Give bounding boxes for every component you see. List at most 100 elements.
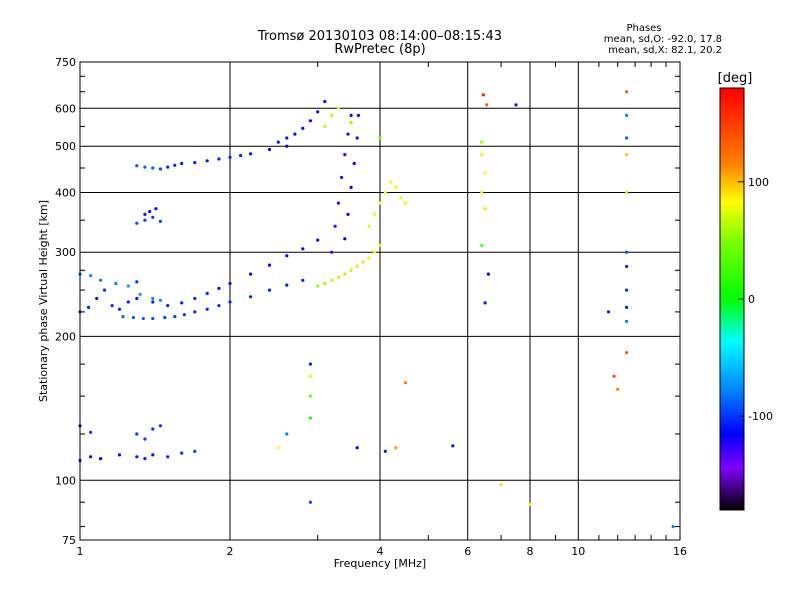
x-axis-label: Frequency [MHz] xyxy=(334,557,426,570)
data-point xyxy=(316,110,320,114)
colorbar-ticks: 100 0 -100 xyxy=(738,176,773,423)
data-point xyxy=(166,304,170,308)
y-tick-label: 75 xyxy=(62,534,76,547)
plot-frame xyxy=(79,61,681,541)
data-point xyxy=(625,136,629,140)
data-point xyxy=(323,124,327,128)
x-tick-label: 8 xyxy=(527,545,534,558)
colorbar-tick-label: 0 xyxy=(748,293,755,306)
data-point xyxy=(86,305,91,309)
data-point xyxy=(267,147,272,152)
data-point xyxy=(151,453,155,457)
data-point xyxy=(285,283,289,287)
data-point xyxy=(148,209,152,214)
chart-title: Tromsø 20130103 08:14:00–08:15:43 xyxy=(257,29,502,44)
y-tick-label: 500 xyxy=(55,140,76,153)
colorbar-tick-label: -100 xyxy=(748,410,773,423)
data-point xyxy=(361,260,365,264)
x-tick-label: 16 xyxy=(673,545,687,558)
data-point xyxy=(228,281,232,286)
data-point xyxy=(330,278,334,282)
data-point xyxy=(389,180,393,184)
data-point xyxy=(349,268,353,272)
data-point xyxy=(193,310,197,314)
x-tick-label: 4 xyxy=(377,545,384,558)
data-point xyxy=(480,153,484,157)
data-point xyxy=(301,126,305,130)
data-point xyxy=(205,159,209,163)
data-point xyxy=(249,295,253,299)
data-point xyxy=(336,201,340,205)
data-point xyxy=(121,315,125,319)
data-point xyxy=(308,119,312,123)
data-point xyxy=(249,152,253,156)
data-point xyxy=(483,207,487,211)
data-point xyxy=(378,201,382,205)
data-point xyxy=(403,201,408,205)
data-point xyxy=(612,374,616,378)
data-point xyxy=(336,275,340,279)
data-point xyxy=(276,140,280,144)
data-point xyxy=(481,93,485,97)
data-point xyxy=(163,315,167,320)
data-point xyxy=(126,284,130,288)
y-tick-label: 100 xyxy=(55,474,76,487)
data-point xyxy=(180,161,184,166)
data-point xyxy=(249,272,253,276)
data-point xyxy=(217,157,221,161)
data-point xyxy=(343,237,347,241)
data-point xyxy=(110,304,114,308)
data-point xyxy=(293,132,297,136)
data-point xyxy=(158,219,162,223)
y-axis-label: Stationary phase Virtual Height [km] xyxy=(37,200,50,402)
data-point xyxy=(158,424,162,428)
data-point xyxy=(99,457,103,461)
data-point xyxy=(135,296,139,301)
data-point xyxy=(316,238,320,242)
data-point xyxy=(151,316,155,321)
data-point xyxy=(625,153,629,157)
y-tick-label: 750 xyxy=(55,56,76,69)
data-point xyxy=(117,307,122,311)
data-point xyxy=(143,437,147,441)
data-point xyxy=(135,164,139,168)
data-points xyxy=(78,90,675,529)
legend-line-o: mean, sd,O: -92.0, 17.8 xyxy=(604,34,722,45)
data-point xyxy=(166,455,170,459)
data-point xyxy=(330,113,334,117)
chart-subtitle: RwPretec (8p) xyxy=(334,42,425,57)
data-point xyxy=(89,430,93,434)
data-point xyxy=(158,167,162,171)
y-tick-label: 200 xyxy=(55,330,76,343)
data-point xyxy=(333,224,337,228)
data-point xyxy=(267,263,272,267)
colorbar-label: [deg] xyxy=(718,71,753,86)
data-point xyxy=(625,288,629,292)
data-point xyxy=(483,301,487,305)
data-point xyxy=(383,190,387,195)
data-point xyxy=(483,171,487,175)
data-point xyxy=(451,444,455,448)
data-point xyxy=(323,99,327,104)
data-point xyxy=(193,161,197,165)
data-point xyxy=(285,136,289,140)
data-point xyxy=(528,502,532,507)
data-point xyxy=(625,319,629,323)
data-point xyxy=(355,136,359,140)
data-point xyxy=(267,288,272,292)
y-tick-label: 300 xyxy=(55,246,76,259)
data-point xyxy=(285,144,289,148)
data-point xyxy=(308,500,312,504)
data-point xyxy=(349,121,353,125)
x-tick-label: 10 xyxy=(571,545,585,558)
data-point xyxy=(131,315,135,320)
data-point xyxy=(151,300,155,304)
data-point xyxy=(217,304,221,308)
data-point xyxy=(367,224,371,228)
data-point xyxy=(151,215,155,219)
data-point xyxy=(138,292,142,296)
data-point xyxy=(126,300,130,304)
colorbar-tick-label: 100 xyxy=(748,176,769,189)
data-point xyxy=(193,296,197,301)
data-point xyxy=(154,207,158,211)
